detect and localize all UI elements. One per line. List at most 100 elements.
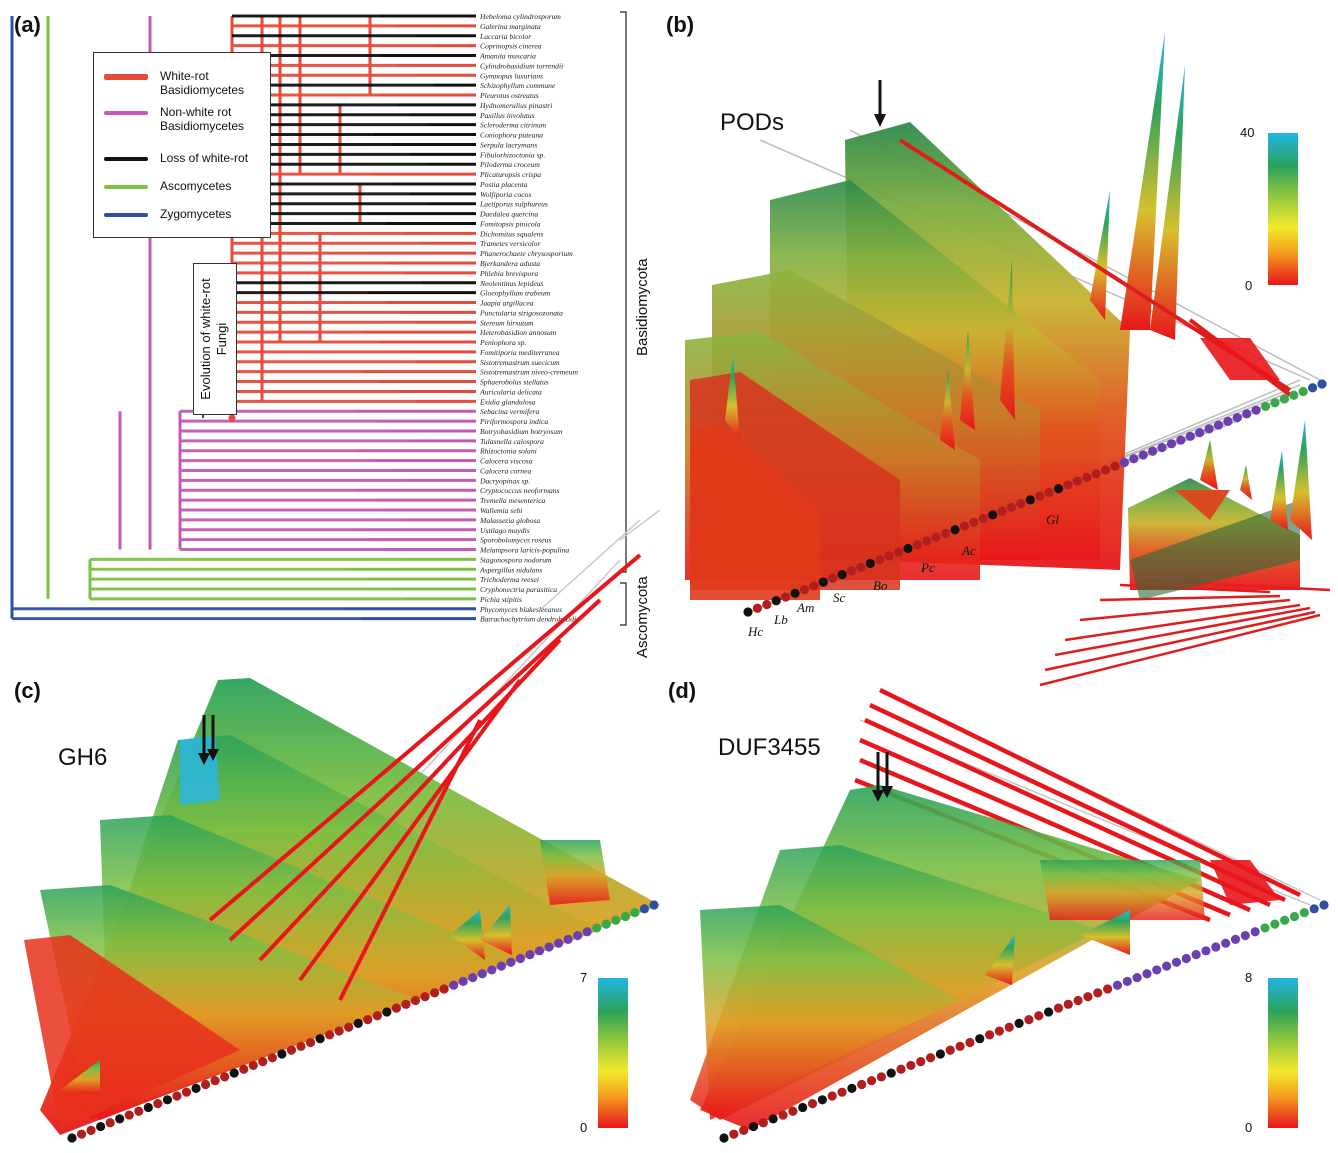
leaf-dot (768, 1114, 778, 1124)
legend-label: White-rot Basidiomycetes (160, 69, 245, 97)
leaf-dot (1270, 398, 1280, 408)
leaf-dot (620, 911, 630, 922)
taxon-label: Am (797, 600, 815, 615)
legend-label: Loss of white-rot (160, 151, 249, 165)
legend-label: Non-white rot Basidiomycetes (160, 105, 245, 133)
leaf-dot (1006, 502, 1017, 512)
leaf-dot (1299, 908, 1309, 918)
leaf-dot (534, 946, 545, 956)
leaf-dot (86, 1125, 96, 1135)
species-label: Botryobasidium botryosum (480, 427, 563, 436)
pods-title: PODs (720, 109, 785, 136)
duf3455-title: DUF3455 (718, 734, 821, 761)
leaf-dot (1043, 1007, 1054, 1017)
leaf-dot (1230, 934, 1241, 944)
leaf-dot (1279, 394, 1289, 404)
species-label: Bjerkandera adusta (480, 259, 540, 268)
panel-d-letter: (d) (668, 678, 697, 703)
legend-swatch (104, 74, 148, 80)
leaf-dot (305, 1037, 316, 1048)
leaf-dot (1053, 484, 1064, 494)
legend-item: White-rot Basidiomycetes (94, 67, 270, 97)
panel-c-letter: (c) (14, 678, 41, 703)
leaf-dot (1093, 988, 1103, 998)
leaf-dot (758, 1118, 768, 1128)
leaf-dot (496, 961, 506, 971)
species-label: Tremella mesenterica (480, 496, 546, 505)
species-label: Neolentinus lepideus (479, 279, 544, 288)
leaf-dot (220, 1072, 230, 1082)
gh6-arrow-icon (198, 715, 220, 770)
legend-item: Non-white rot Basidiomycetes (94, 103, 270, 133)
leaf-dot (1129, 454, 1139, 464)
leaf-dot (363, 1014, 373, 1025)
pods-scale-min: 0 (1245, 278, 1253, 293)
leaf-dot (506, 957, 516, 967)
leaf-dot (945, 1045, 955, 1055)
species-label: Auricularia delicata (479, 387, 542, 396)
species-label: Cryptococcus neoformans (480, 486, 560, 495)
leaf-dot (258, 1057, 268, 1067)
leaf-dot (798, 1102, 808, 1113)
leaf-dot (401, 999, 411, 1009)
leaf-dot (1223, 416, 1233, 426)
leaf-dot (1289, 390, 1299, 400)
leaf-dot (950, 525, 960, 535)
leaf-dot (847, 1083, 857, 1093)
taxon-label: Sc (833, 590, 846, 605)
species-label: Tulasnella calospora (480, 437, 544, 446)
pods-colorbar (1268, 133, 1298, 285)
leaf-dot (1260, 401, 1271, 412)
leaf-dot (1309, 904, 1319, 914)
leaf-dot (807, 1099, 818, 1109)
leaf-dot (1270, 919, 1280, 929)
leaf-dot (837, 1087, 847, 1097)
leaf-dot (790, 588, 800, 598)
leaf-dot (487, 965, 497, 975)
species-label: Amanita muscaria (479, 52, 536, 61)
leaf-dot (1166, 439, 1177, 449)
species-label: Phycomyces blakesleeanus (479, 605, 562, 614)
leaf-dot (1319, 900, 1329, 910)
species-label: Trametes versicolor (480, 239, 541, 248)
leaf-dot (931, 532, 941, 542)
leaf-dot (886, 1068, 896, 1078)
leaf-dot (856, 562, 866, 572)
leaf-dot (1157, 442, 1167, 453)
leaf-dot (353, 1018, 363, 1029)
leaf-dot (837, 570, 847, 580)
leaf-dot (162, 1095, 173, 1105)
leaf-dot (799, 584, 810, 595)
leaf-dot (912, 540, 922, 550)
leaf-dot (391, 1003, 401, 1013)
duf3455-leaf-dots (719, 900, 1329, 1143)
leaf-dot (988, 510, 998, 520)
gh6-scale-max: 7 (580, 970, 588, 985)
leaf-dot (200, 1079, 211, 1090)
leaf-dot (105, 1118, 115, 1128)
leaf-dot (1091, 469, 1101, 479)
leaf-dot (818, 577, 828, 587)
leaf-dot (1213, 420, 1224, 430)
leaf-dot (573, 930, 583, 941)
leaf-dot (1100, 465, 1111, 475)
leaf-dot (286, 1045, 297, 1055)
leaf-dot (1232, 413, 1242, 423)
leaf-dot (191, 1083, 201, 1093)
taxon-label: Ac (962, 543, 976, 558)
leaf-dot (449, 980, 459, 990)
legend-swatch (104, 185, 148, 189)
species-label: Pichia stipitis (479, 595, 522, 604)
leaf-dot (1142, 969, 1152, 979)
ascomycota-bracket (620, 582, 627, 626)
leaf-dot (1119, 457, 1129, 468)
leaf-dot (828, 573, 838, 583)
leaf-dot (124, 1110, 134, 1120)
leaf-dot (1132, 972, 1142, 983)
gh6-scale-min: 0 (580, 1120, 588, 1135)
leaf-dot (969, 517, 979, 527)
leaf-dot (1024, 1014, 1034, 1025)
leaf-dot (865, 558, 875, 569)
leaf-dot (1063, 480, 1073, 490)
